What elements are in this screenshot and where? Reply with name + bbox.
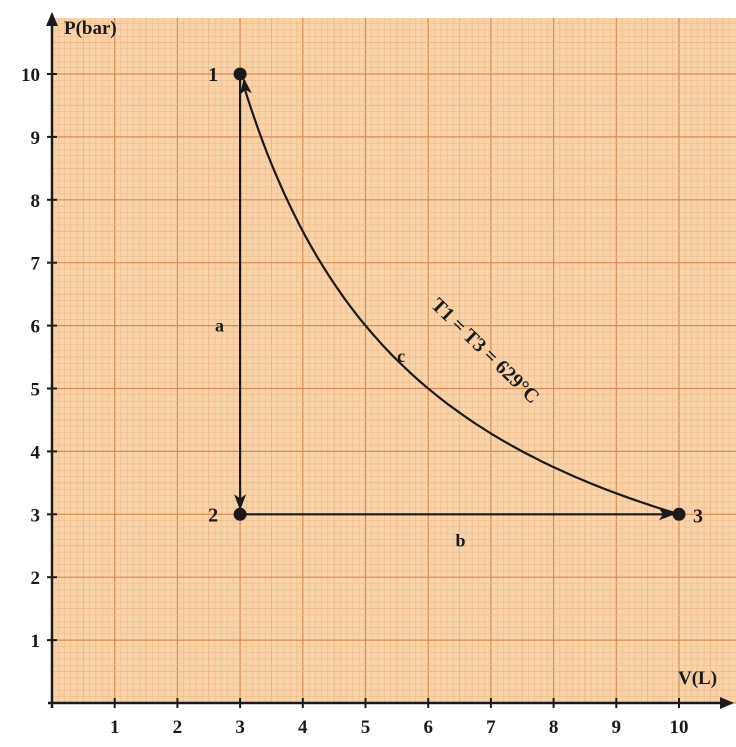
state-point-2-label: 2 <box>208 504 218 526</box>
x-tick-label: 3 <box>235 717 245 738</box>
x-tick-label: 9 <box>612 717 622 738</box>
y-axis-label: P(bar) <box>64 18 117 39</box>
x-tick-label: 6 <box>423 717 433 738</box>
x-ticks: 1 2 3 4 5 6 7 8 9 10 <box>110 698 689 738</box>
y-tick-label: 8 <box>31 191 41 212</box>
y-ticks: 1 2 3 4 5 6 7 8 9 10 <box>21 65 57 652</box>
y-tick-label: 9 <box>31 128 41 149</box>
path-c-curve <box>239 78 680 516</box>
x-tick-label: 5 <box>361 717 371 738</box>
state-point-3-label: 3 <box>693 505 703 527</box>
x-tick-label: 10 <box>670 717 689 738</box>
path-a-label: a <box>215 316 224 336</box>
state-point-1 <box>233 67 247 81</box>
plot-background <box>52 18 736 703</box>
state-point-3 <box>672 507 686 521</box>
grid <box>51 18 736 704</box>
state-point-2 <box>233 507 247 521</box>
x-tick-label: 8 <box>549 717 559 738</box>
x-tick-label: 7 <box>486 717 496 738</box>
x-axis-label: V(L) <box>678 668 717 689</box>
y-tick-label: 5 <box>31 380 41 401</box>
state-point-1-label: 1 <box>208 64 218 86</box>
x-tick-label: 1 <box>110 717 120 738</box>
y-tick-label: 1 <box>31 631 41 652</box>
y-tick-label: 10 <box>21 65 40 86</box>
x-tick-label: 2 <box>173 717 183 738</box>
x-tick-label: 4 <box>298 717 308 738</box>
y-tick-label: 4 <box>31 442 41 463</box>
y-tick-label: 3 <box>31 505 41 526</box>
y-tick-label: 2 <box>31 568 41 589</box>
y-tick-label: 6 <box>31 317 41 338</box>
y-tick-label: 7 <box>31 254 41 275</box>
path-b-label: b <box>456 530 466 550</box>
path-c-label: c <box>397 346 405 366</box>
